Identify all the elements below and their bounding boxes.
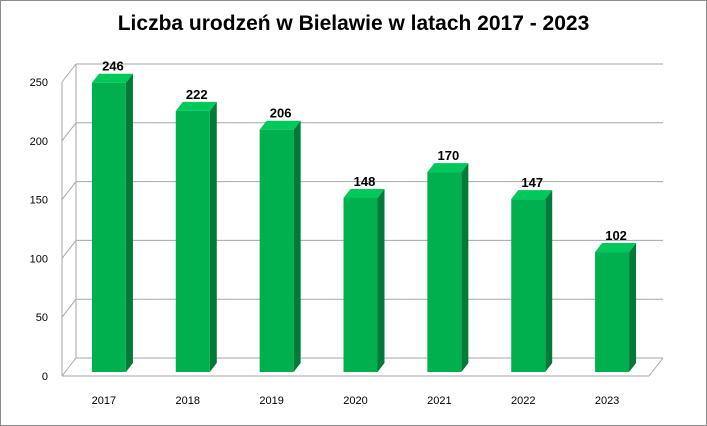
bar-side: [545, 190, 553, 372]
bar: [259, 129, 294, 372]
gridline-depth: [61, 63, 77, 83]
x-tick-label: 2020: [343, 395, 367, 407]
y-tick-label: 100: [30, 253, 48, 265]
data-label: 102: [605, 228, 627, 243]
bar: [427, 172, 462, 372]
x-tick-label: 2022: [511, 395, 535, 407]
gridline-depth: [61, 298, 77, 318]
bar: [343, 197, 378, 372]
y-tick-label: 50: [36, 312, 48, 324]
bar-top: [427, 163, 469, 173]
x-tick-label: 2018: [176, 395, 200, 407]
data-label: 206: [270, 106, 292, 121]
bar-side: [461, 163, 469, 372]
y-tick-label: 150: [30, 195, 48, 207]
bar-side: [377, 188, 385, 372]
bars-layer: [91, 73, 637, 372]
bar-top: [259, 120, 301, 130]
x-tick-label: 2021: [427, 395, 451, 407]
chart-title: Liczba urodzeń w Bielawie w latach 2017 …: [117, 12, 590, 35]
bar: [595, 252, 630, 372]
bar-top: [175, 101, 217, 111]
bar-top: [343, 188, 385, 198]
gridline-depth: [61, 357, 77, 377]
data-label: 222: [186, 87, 208, 102]
x-tick-label: 2019: [259, 395, 283, 407]
bar-top: [595, 243, 637, 253]
bar-side: [125, 73, 133, 372]
gridline-depth: [61, 122, 77, 142]
data-label: 148: [354, 174, 376, 189]
bar-side: [629, 243, 637, 372]
bar-side: [293, 120, 301, 372]
y-tick-label: 200: [30, 136, 48, 148]
bar: [175, 110, 210, 372]
bar: [511, 199, 546, 372]
bar: [91, 82, 126, 372]
x-tick-label: 2017: [92, 395, 116, 407]
bar-top: [91, 73, 133, 83]
data-label: 170: [438, 148, 460, 163]
gridline-depth: [61, 181, 77, 200]
y-tick-label: 0: [42, 371, 48, 383]
floor-side-edge: [648, 357, 664, 377]
y-tick-label: 250: [30, 77, 48, 89]
gridline-depth: [61, 240, 77, 259]
labels-layer: 0 50 100 150 200 250 246 2017 222 2018 206 2019 148 2…: [30, 59, 627, 407]
x-tick-label: 2023: [595, 395, 619, 407]
bar-side: [209, 101, 217, 372]
bar-top: [511, 190, 553, 200]
data-label: 246: [102, 59, 124, 74]
data-label: 147: [521, 175, 543, 190]
